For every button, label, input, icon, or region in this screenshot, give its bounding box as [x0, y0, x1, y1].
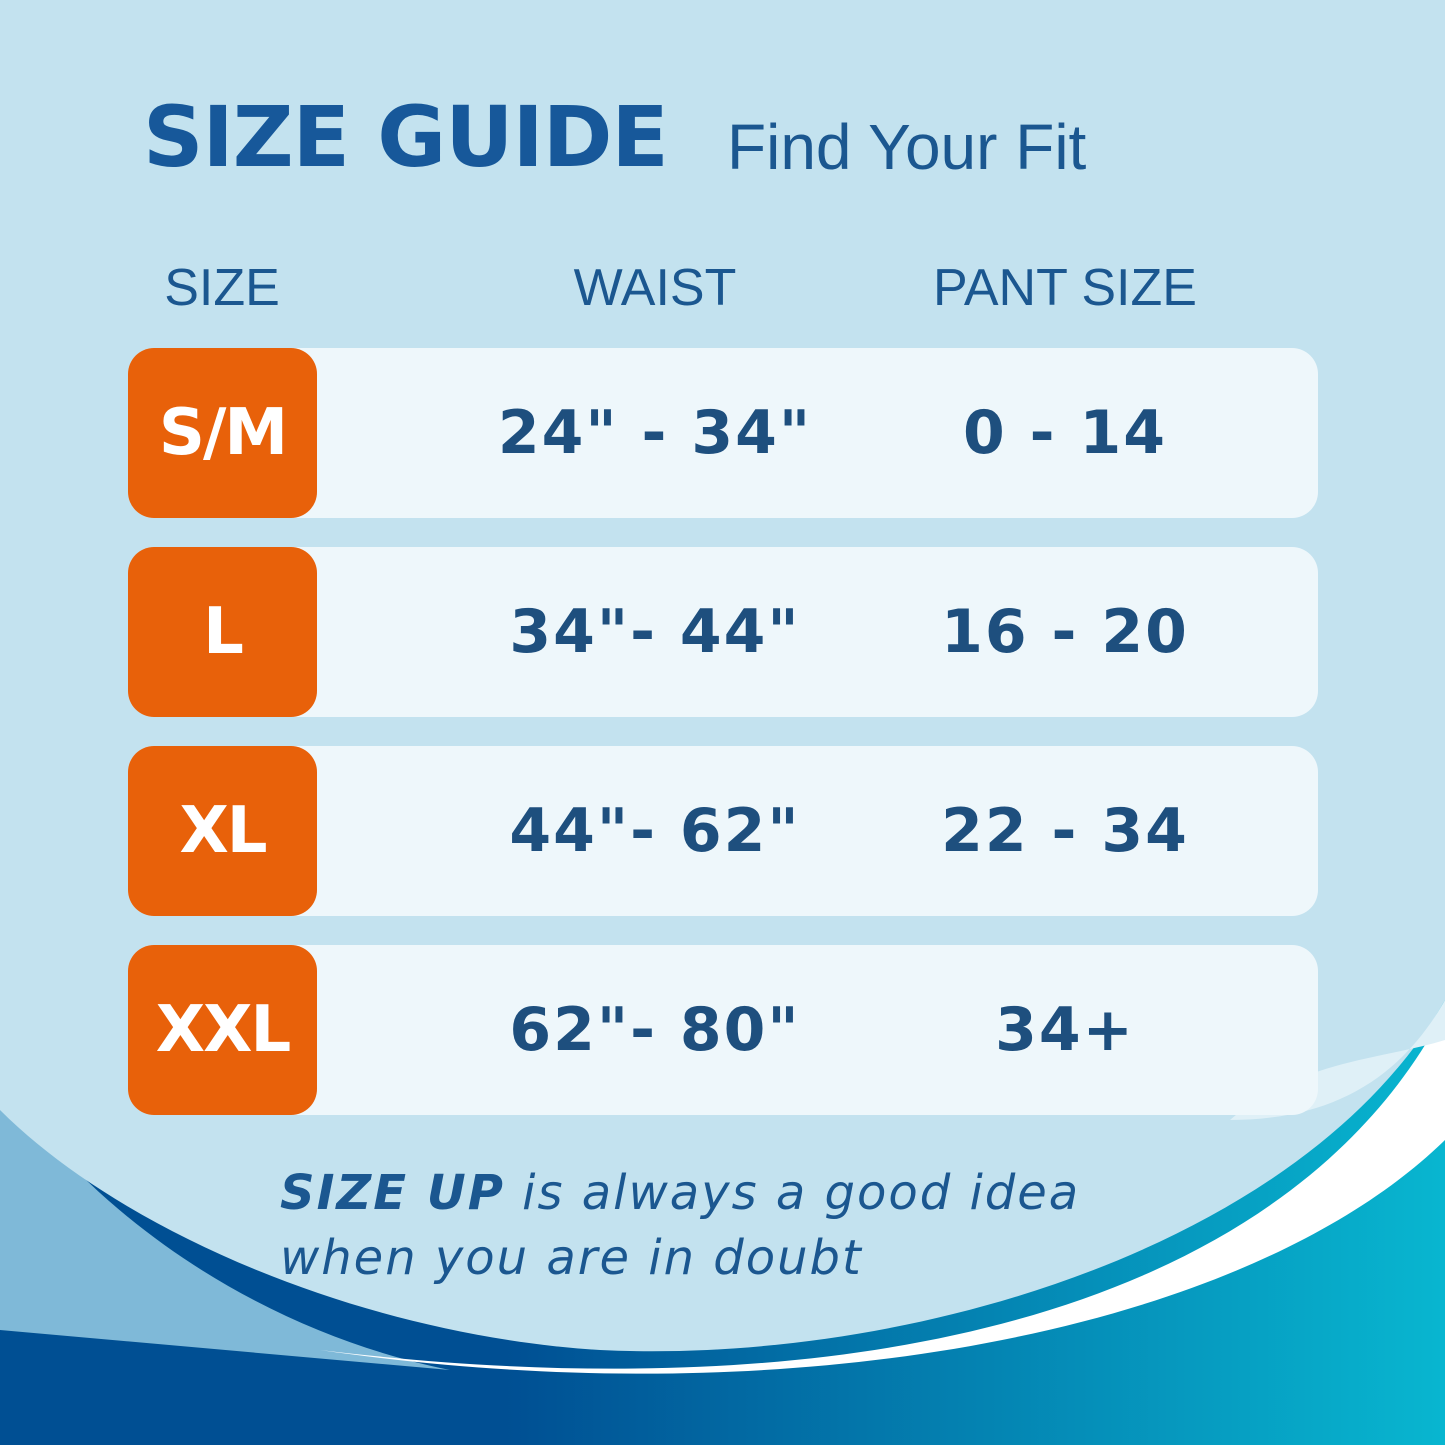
pant-size-value: 0 - 14: [963, 398, 1167, 468]
table-row: XL 44"- 62" 22 - 34: [128, 746, 1318, 916]
size-up-emphasis: SIZE UP: [280, 1165, 505, 1221]
size-up-note-line1: SIZE UP is always a good idea: [280, 1165, 1080, 1221]
waist-value: 24" - 34": [497, 398, 813, 468]
column-header-size: SIZE: [164, 259, 280, 317]
table-row: L 34"- 44" 16 - 20: [128, 547, 1318, 717]
waist-value: 44"- 62": [509, 796, 801, 866]
pant-size-value: 22 - 34: [941, 796, 1189, 866]
note-text: is always a good idea: [504, 1165, 1081, 1221]
page-title: SIZE GUIDE: [143, 88, 669, 186]
pant-size-value: 16 - 20: [941, 597, 1189, 667]
table-row: S/M 24" - 34" 0 - 14: [128, 348, 1318, 518]
table-row: XXL 62"- 80" 34+: [128, 945, 1318, 1115]
pant-size-value: 34+: [995, 995, 1135, 1065]
size-up-note-line2: when you are in doubt: [280, 1230, 863, 1286]
waist-value: 34"- 44": [509, 597, 801, 667]
size-badge: XL: [128, 746, 317, 916]
page-subtitle: Find Your Fit: [727, 111, 1087, 183]
waist-value: 62"- 80": [509, 995, 801, 1065]
column-header-waist: WAIST: [573, 259, 737, 317]
size-badge: S/M: [128, 348, 317, 518]
size-badge: XXL: [128, 945, 317, 1115]
size-badge: L: [128, 547, 317, 717]
column-header-pant-size: PANT SIZE: [933, 259, 1197, 317]
